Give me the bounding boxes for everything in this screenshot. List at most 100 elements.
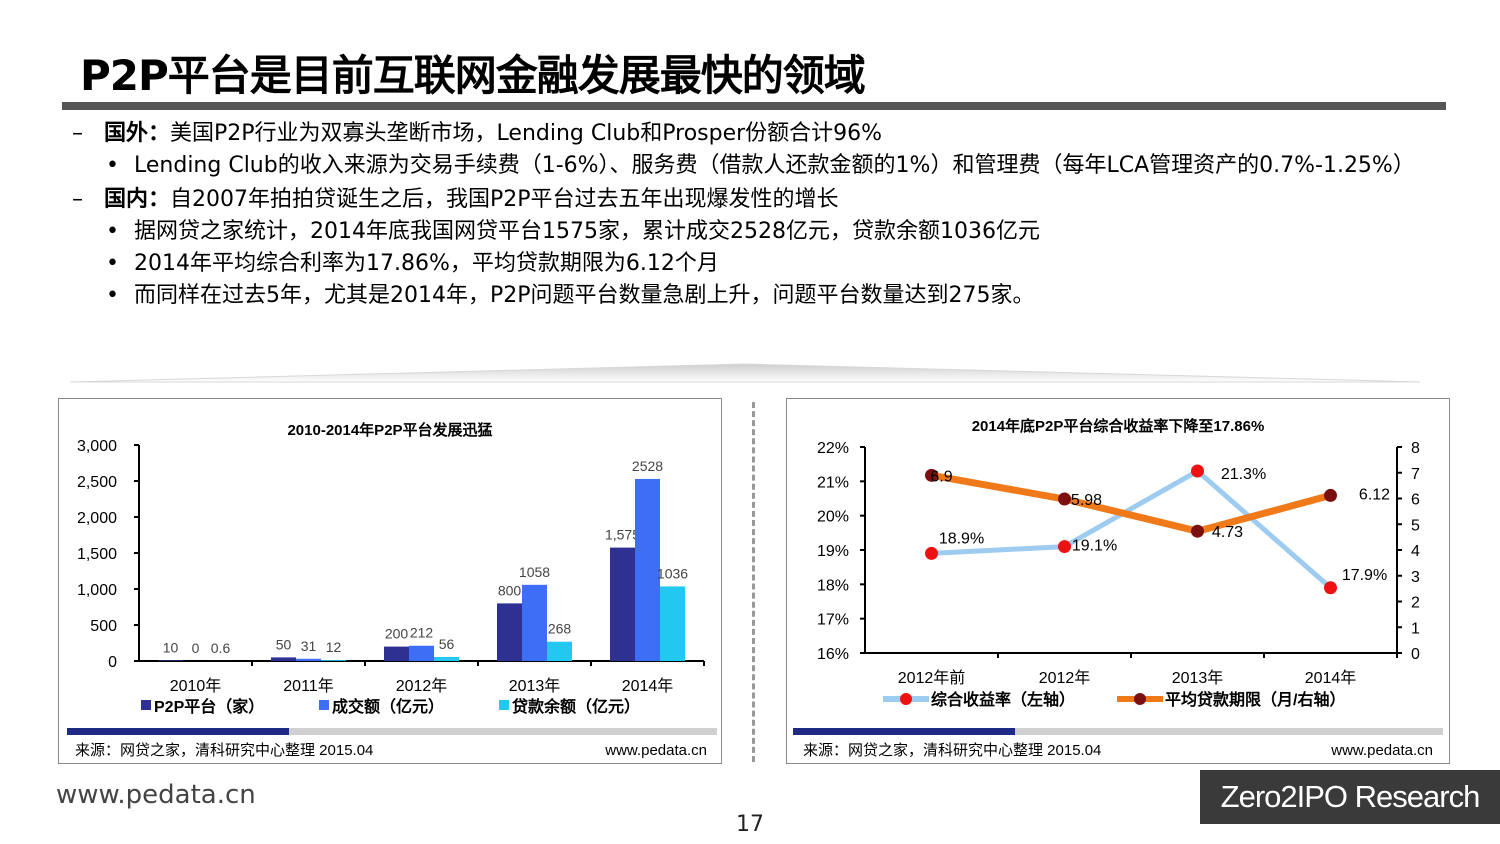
chart-title: 2010-2014年P2P平台发展迅猛 (287, 421, 492, 439)
data-label: 12 (326, 639, 342, 655)
bar (158, 660, 183, 661)
x-tick-label: 2013年 (509, 677, 561, 695)
data-label: 268 (548, 621, 572, 637)
bar-chart-panel: 2010-2014年P2P平台发展迅猛 3,000 2,500 2,000 1,500 1… (58, 398, 722, 764)
y-tick-label: 500 (90, 618, 117, 635)
y-right-tick-label: 1 (1411, 620, 1420, 637)
bar (522, 584, 547, 661)
sub-bullet: • 而同样在过去5年，尤其是2014年，P2P问题平台数量急剧上升，问题平台数量达… (106, 283, 1035, 308)
bar-chart: 2010-2014年P2P平台发展迅猛 3,000 2,500 2,000 1,500 1… (67, 421, 717, 759)
x-tick-label: 2013年 (1172, 669, 1224, 687)
data-label: 1036 (657, 565, 688, 581)
series-marker (1191, 524, 1204, 538)
legend-label: 成交额（亿元） (332, 697, 444, 716)
y-right-tick-label: 7 (1411, 466, 1420, 483)
data-label: 56 (439, 636, 455, 652)
legend-swatch (319, 700, 329, 710)
line-chart-panel: 2014年底P2P平台综合收益率下降至17.86% 22% 21% 20% 19% 18%… (786, 398, 1450, 764)
data-label: 1058 (519, 564, 550, 580)
data-label: 10 (163, 639, 179, 655)
source-url: www.pedata.cn (604, 742, 707, 759)
series-marker (1191, 464, 1204, 478)
data-label: 212 (410, 625, 434, 641)
source-url: www.pedata.cn (1330, 742, 1433, 759)
bar (321, 660, 346, 661)
bullet-list: – 国外：美国P2P行业为双寡头垄断市场，Lending Club和Prosper… (72, 118, 1432, 310)
bar (660, 586, 685, 661)
y-right-tick-label: 0 (1411, 646, 1420, 663)
y-left-tick-label: 17% (817, 612, 849, 629)
series-marker (1058, 492, 1071, 506)
bar (434, 656, 459, 661)
data-label: 1,575 (605, 527, 640, 543)
bar (547, 641, 572, 661)
page-title: P2P平台是目前互联网金融发展最快的领域 (80, 51, 866, 100)
y-right-tick-label: 3 (1411, 569, 1420, 586)
y-right-tick-label: 5 (1411, 517, 1420, 534)
data-label: 5.98 (1071, 492, 1102, 509)
series-line (931, 468, 1333, 590)
brand-logo: Zero2IPO Research (1200, 770, 1500, 824)
bar (409, 645, 434, 661)
y-tick-label: 3,000 (77, 438, 117, 455)
bullet-label: 国外： (104, 121, 171, 146)
sub-bullet: • 据网贷之家统计，2014年底我国网贷平台1575家，累计成交2528亿元，贷款… (106, 219, 1040, 244)
bullet-foreign: – 国外：美国P2P行业为双寡头垄断市场，Lending Club和Prosper… (72, 121, 883, 146)
x-tick-label: 2014年 (1305, 669, 1357, 687)
bullet-text: 自2007年拍拍贷诞生之后，我国P2P平台过去五年出现爆发性的增长 (170, 187, 839, 212)
data-label: 2528 (632, 458, 663, 474)
data-label: 31 (301, 638, 317, 654)
data-label: 200 (385, 626, 409, 642)
y-tick-label: 0 (108, 654, 117, 671)
y-left-tick-label: 19% (817, 543, 849, 560)
y-left-tick-label: 20% (817, 509, 849, 526)
bar (384, 646, 409, 661)
x-tick-label: 2010年 (170, 677, 222, 695)
section-separator (70, 363, 1420, 383)
page-number: 17 (736, 812, 764, 837)
bar (497, 603, 522, 661)
series-marker (1058, 540, 1071, 554)
bar (635, 478, 660, 661)
bullet-text: 美国P2P行业为双寡头垄断市场，Lending Club和Prosper份额合计… (170, 121, 883, 146)
series-line (930, 471, 1332, 535)
y-left-tick-label: 16% (817, 646, 849, 663)
line-chart: 2014年底P2P平台综合收益率下降至17.86% 22% 21% 20% 19% 18%… (793, 417, 1443, 759)
data-label: 50 (276, 636, 292, 652)
x-tick-label: 2012年 (396, 677, 448, 695)
x-tick-label: 2014年 (622, 677, 674, 695)
legend-marker (900, 693, 912, 705)
data-label: 19.1% (1072, 538, 1117, 555)
footer-url: www.pedata.cn (56, 780, 256, 810)
series-marker (1324, 581, 1337, 595)
y-right-tick-label: 4 (1411, 543, 1420, 560)
source-bar (67, 728, 717, 735)
data-label: 800 (498, 582, 522, 598)
series-marker (925, 546, 938, 560)
bullet-text: 2014年平均综合利率为17.86%，平均贷款期限为6.12个月 (134, 251, 719, 276)
source-bar-accent (793, 728, 1015, 735)
bullet-text: 而同样在过去5年，尤其是2014年，P2P问题平台数量急剧上升，问题平台数量达到… (134, 283, 1035, 308)
legend-label: 平均贷款期限（月/右轴） (1165, 690, 1345, 709)
y-right-tick-label: 2 (1411, 595, 1420, 612)
x-tick-label: 2012年 (1039, 669, 1091, 687)
y-tick-label: 2,000 (77, 510, 117, 527)
y-left-tick-label: 18% (817, 577, 849, 594)
data-label: 21.3% (1221, 466, 1266, 483)
x-tick-label: 2011年 (283, 677, 333, 695)
y-left-tick-label: 22% (817, 440, 849, 457)
data-label: 4.73 (1212, 524, 1243, 541)
data-label: 18.9% (939, 530, 984, 547)
legend-swatch (499, 700, 509, 710)
data-label: 6.12 (1359, 486, 1390, 503)
data-label: 0.6 (211, 640, 231, 656)
source-text: 来源：网贷之家，清科研究中心整理 2015.04 (75, 742, 373, 759)
data-label: 6.9 (930, 468, 952, 485)
y-tick-label: 1,500 (77, 546, 117, 563)
bullet-text: 据网贷之家统计，2014年底我国网贷平台1575家，累计成交2528亿元，贷款余… (134, 219, 1040, 244)
source-bar (793, 728, 1443, 735)
legend-label: P2P平台（家） (154, 697, 264, 716)
bar (271, 657, 296, 661)
bullet-label: 国内： (104, 187, 171, 212)
sub-bullet: • Lending Club的收入来源为交易手续费（1-6%）、服务费（借款人还款… (106, 153, 1415, 178)
